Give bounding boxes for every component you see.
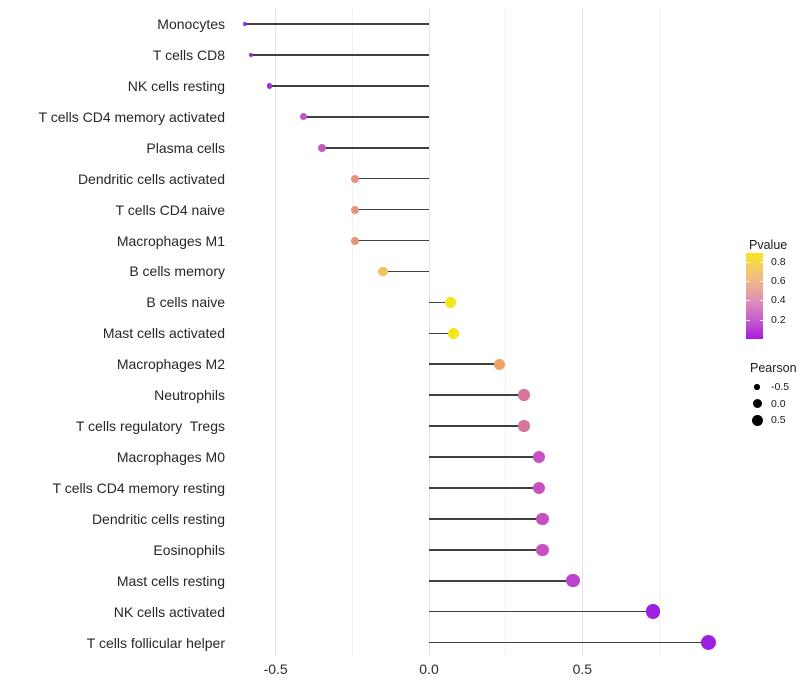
lollipop-stem (355, 208, 429, 211)
lollipop-dot (351, 236, 360, 245)
lollipop-dot (566, 573, 580, 588)
y-axis-label: NK cells activated (113, 603, 225, 620)
lollipop-dot (448, 327, 460, 339)
lollipop-stem (429, 363, 500, 366)
lollipop-dot (536, 543, 549, 557)
pearson-size-label: 0.5 (771, 414, 786, 426)
y-axis-label: Dendritic cells resting (91, 510, 225, 527)
lollipop-stem (251, 54, 429, 56)
colorbar-tick-label: 0.6 (771, 275, 786, 288)
y-axis-label: T cells CD8 (152, 46, 225, 63)
major-gridline (581, 8, 583, 656)
lollipop-stem (429, 518, 543, 520)
x-axis-tick-label: -0.5 (263, 661, 288, 677)
y-axis-label: NK cells resting (127, 77, 225, 94)
lollipop-dot (317, 143, 326, 152)
colorbar-tick-label: 0.8 (771, 255, 786, 268)
lollipop-stem (429, 610, 653, 613)
lollipop-dot (536, 512, 549, 526)
lollipop-stem (382, 270, 429, 273)
colorbar-tick (759, 300, 763, 302)
lollipop-stem (429, 579, 574, 582)
pearson-size-label: 0.0 (771, 397, 786, 410)
lollipop-stem (269, 85, 429, 87)
lollipop-stem (429, 332, 454, 335)
pearson-size-dot (754, 384, 760, 390)
y-axis-label: T cells CD4 memory activated (38, 108, 225, 125)
pearson-size-dot (751, 414, 763, 426)
pearson-size-label: -0.5 (771, 381, 790, 393)
colorbar-tick (746, 281, 750, 283)
pvalue-colorbar (746, 253, 763, 339)
y-axis-label: Macrophages M2 (116, 356, 225, 373)
y-axis-label: Dendritic cells activated (77, 170, 225, 187)
colorbar-tick (759, 319, 763, 321)
pvalue-legend-title: Pvalue (749, 238, 788, 252)
lollipop-dot (533, 451, 546, 464)
lollipop-dot (248, 52, 254, 58)
y-axis-label: T cells regulatory Tregs (75, 418, 225, 435)
lollipop-stem (429, 456, 540, 458)
lollipop-stem (429, 549, 543, 551)
x-axis-tick-label: 0.5 (572, 661, 593, 677)
y-axis-label: T cells CD4 memory resting (52, 479, 225, 496)
lollipop-dot (518, 389, 530, 401)
colorbar-tick (759, 281, 763, 283)
lollipop-dot (351, 174, 360, 183)
pearson-size-dot (752, 399, 762, 408)
y-axis-label: Neutrophils (154, 387, 225, 404)
lollipop-stem (244, 23, 429, 25)
colorbar-tick (746, 319, 750, 321)
colorbar-tick (746, 261, 750, 263)
major-gridline (428, 8, 430, 656)
lollipop-stem (429, 641, 709, 644)
x-axis-tick-label: 0.0 (419, 661, 439, 677)
lollipop-stem (429, 394, 525, 396)
lollipop-dot (494, 358, 506, 370)
y-axis-label: Macrophages M1 (116, 232, 225, 249)
y-axis-label: Mast cells activated (102, 325, 225, 342)
colorbar-tick-label: 0.2 (771, 313, 786, 326)
lollipop-dot (700, 635, 716, 651)
minor-gridline (658, 8, 660, 656)
lollipop-dot (299, 113, 307, 121)
lollipop-dot (645, 604, 661, 619)
lollipop-dot (445, 297, 456, 308)
y-axis-label: T cells CD4 naive (115, 201, 225, 218)
y-axis-label: Eosinophils (153, 541, 225, 558)
lollipop-stem (303, 115, 429, 118)
lollipop-stem (429, 425, 525, 427)
lollipop-dot (378, 266, 388, 277)
lollipop-stem (429, 301, 451, 304)
y-axis-label: Mast cells resting (116, 572, 225, 589)
lollipop-dot (266, 83, 273, 89)
colorbar-tick (759, 261, 763, 263)
lollipop-stem (321, 146, 429, 149)
lollipop-dot (533, 481, 546, 494)
major-gridline (275, 8, 277, 656)
minor-gridline (351, 8, 353, 656)
y-axis-label: Plasma cells (146, 139, 225, 156)
pearson-legend-title: Pearson (750, 361, 797, 375)
colorbar-tick-label: 0.4 (771, 294, 786, 307)
lollipop-stem (355, 239, 429, 242)
lollipop-dot (518, 420, 530, 432)
y-axis-label: Monocytes (157, 16, 225, 32)
y-axis-label: T cells follicular helper (86, 634, 225, 651)
y-axis-label: B cells naive (146, 294, 225, 311)
lollipop-stem (355, 177, 429, 180)
y-axis-label: Macrophages M0 (116, 449, 225, 466)
lollipop-dot (242, 22, 247, 26)
lollipop-dot (351, 205, 360, 214)
minor-gridline (505, 8, 507, 656)
colorbar-tick (746, 300, 750, 302)
y-axis-label: B cells memory (129, 263, 225, 280)
lollipop-stem (429, 487, 540, 489)
